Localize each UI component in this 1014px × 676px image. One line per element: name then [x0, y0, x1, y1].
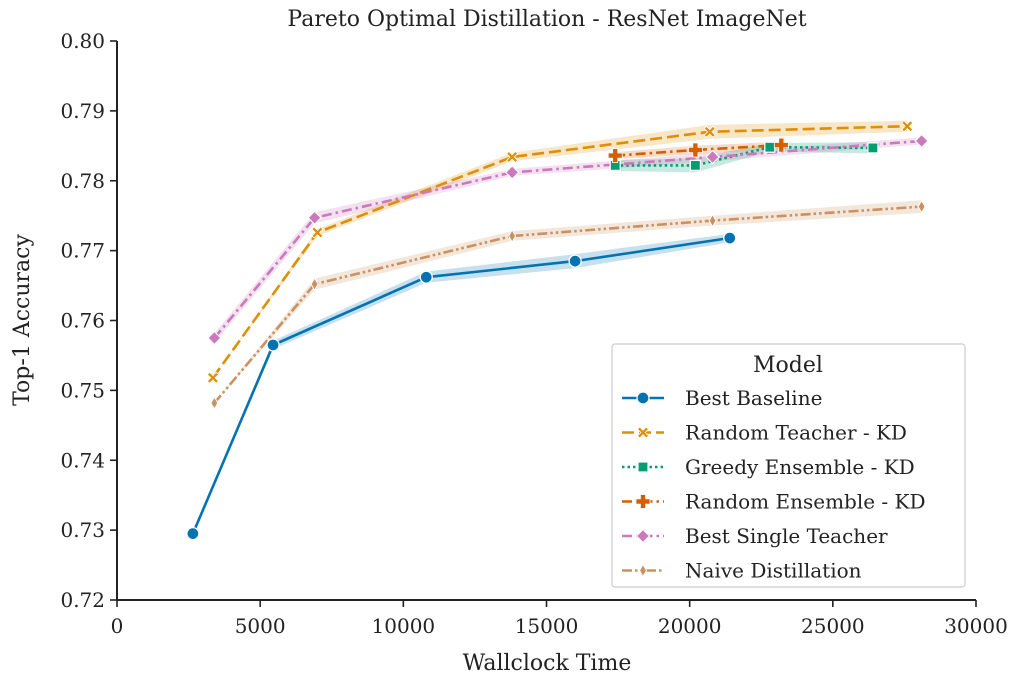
- legend-marker-5: [638, 563, 648, 578]
- series-markers: [186, 120, 929, 541]
- point-series-0-1: [266, 338, 280, 352]
- x-tick-label: 30000: [944, 614, 1008, 638]
- x-tick-label: 10000: [372, 614, 436, 638]
- point-series-0-3: [568, 254, 582, 268]
- point-series-0-0: [186, 526, 200, 541]
- legend-title: Model: [753, 353, 823, 378]
- point-series-1-2: [506, 150, 519, 164]
- legend-label-3: Random Ensemble - KD: [685, 490, 926, 514]
- legend-marker-4: [635, 528, 651, 544]
- legend-label-0: Best Baseline: [685, 386, 822, 410]
- line-series-2: [615, 145, 873, 167]
- point-series-1-1: [311, 226, 324, 239]
- point-series-4-2: [504, 165, 520, 180]
- y-tick-label: 0.80: [60, 29, 105, 53]
- point-series-2-2: [764, 141, 776, 153]
- line-series-1: [211, 124, 908, 379]
- y-tick-label: 0.72: [60, 588, 105, 612]
- point-series-1-4: [901, 120, 914, 133]
- band-series-1: [212, 120, 908, 378]
- legend-box: [611, 343, 966, 588]
- point-series-3-1: [687, 142, 703, 158]
- x-tick-label: 0: [111, 614, 124, 638]
- y-tick-label: 0.79: [60, 99, 105, 123]
- legend-marker-0: [636, 391, 650, 405]
- legend-marker-3: [635, 494, 651, 509]
- y-tick-label: 0.73: [60, 518, 105, 542]
- point-series-4-4: [914, 133, 929, 149]
- point-series-5-2: [508, 228, 517, 243]
- point-series-3-0: [607, 148, 623, 163]
- y-tick-label: 0.75: [60, 378, 105, 402]
- point-series-1-3: [703, 125, 716, 138]
- point-series-0-4: [723, 231, 737, 245]
- legend-label-5: Naive Distillation: [685, 559, 862, 583]
- point-series-1-0: [206, 371, 219, 384]
- point-series-5-4: [917, 199, 926, 214]
- point-series-5-1: [310, 277, 319, 292]
- point-series-5-0: [210, 395, 219, 410]
- point-series-4-0: [207, 330, 222, 346]
- legend-marker-2: [637, 461, 649, 473]
- legend-label-4: Best Single Teacher: [685, 524, 888, 548]
- legend-marker-1: [636, 426, 650, 439]
- y-ticks: 0.72 0.73 0.74 0.75 0.76 0.77 0.78 0.79 0.80: [60, 29, 117, 612]
- y-tick-label: 0.76: [60, 309, 105, 333]
- x-ticks: 0 5000 10000 15000 20000 25000 30000: [111, 600, 1008, 638]
- legend-label-2: Greedy Ensemble - KD: [685, 455, 915, 479]
- x-tick-label: 25000: [801, 614, 865, 638]
- y-tick-label: 0.74: [60, 448, 105, 472]
- x-tick-label: 20000: [658, 614, 722, 638]
- legend-label-1: Random Teacher - KD: [685, 421, 907, 445]
- x-tick-label: 5000: [235, 614, 286, 638]
- chart-title: Pareto Optimal Distillation - ResNet Ima…: [287, 7, 806, 32]
- point-series-4-1: [307, 210, 322, 226]
- point-series-5-3: [708, 213, 717, 228]
- y-tick-label: 0.77: [60, 239, 105, 263]
- point-series-0-2: [419, 270, 433, 284]
- point-series-2-3: [867, 142, 879, 154]
- x-tick-label: 15000: [515, 614, 579, 638]
- line-series-5: [213, 205, 922, 404]
- line-series-3: [615, 143, 782, 157]
- point-series-3-2: [773, 137, 789, 153]
- legend: Model Best Baseline Random Teacher - KD Gr…: [611, 343, 966, 588]
- y-tick-label: 0.78: [60, 169, 105, 193]
- y-axis-label: Top-1 Accuracy: [10, 234, 35, 406]
- point-series-2-1: [689, 159, 701, 171]
- point-series-4-3: [705, 149, 720, 165]
- x-axis-label: Wallclock Time: [463, 651, 632, 676]
